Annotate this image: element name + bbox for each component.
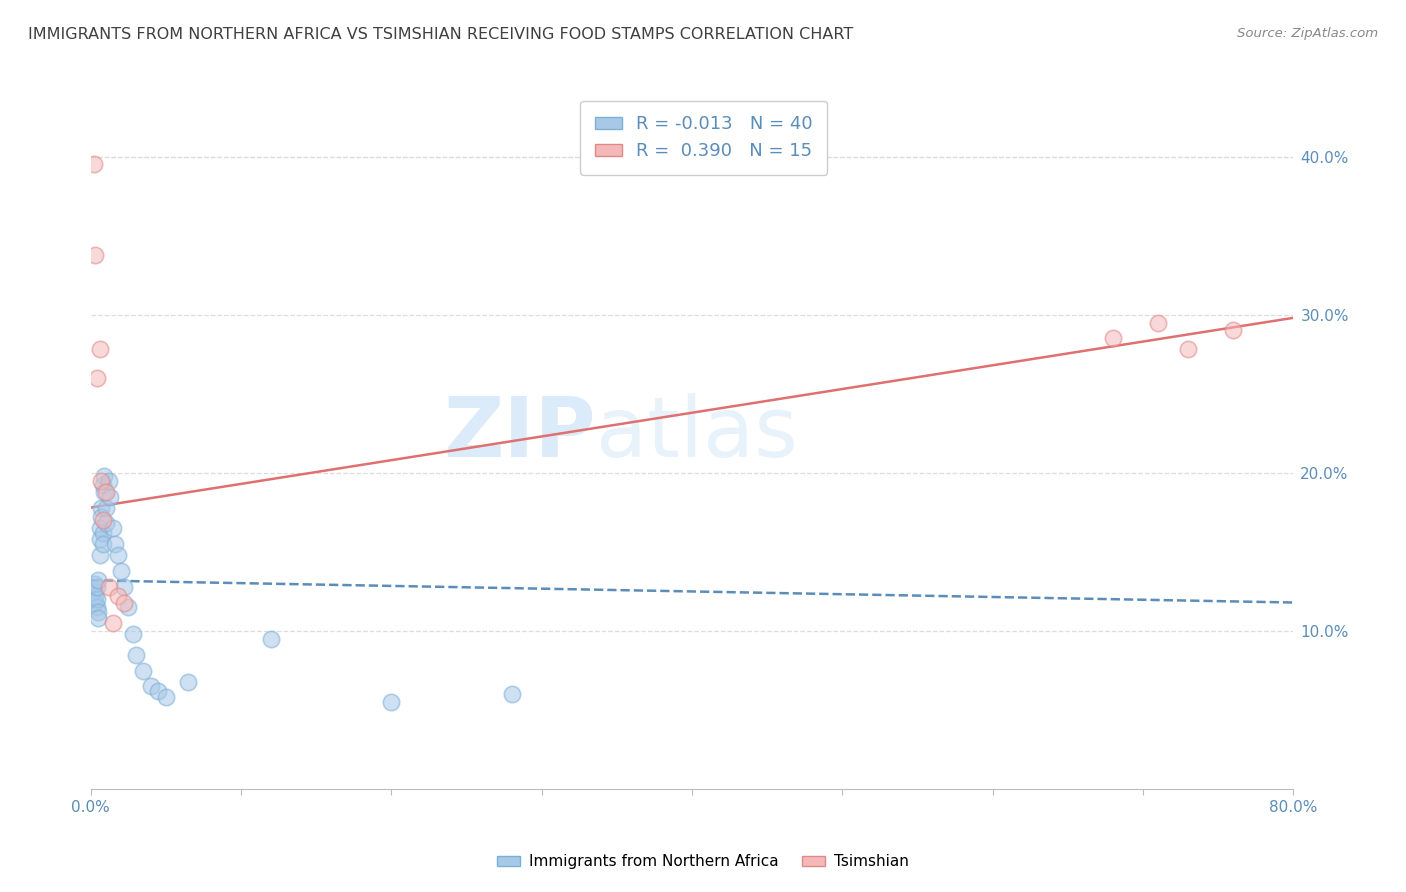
Point	[132, 664, 155, 678]
Point	[94, 500, 117, 515]
Point	[83, 157, 105, 171]
Text: IMMIGRANTS FROM NORTHERN AFRICA VS TSIMSHIAN RECEIVING FOOD STAMPS CORRELATION C: IMMIGRANTS FROM NORTHERN AFRICA VS TSIMS…	[28, 27, 853, 42]
Point	[1177, 343, 1199, 357]
Point	[101, 521, 124, 535]
Legend: Immigrants from Northern Africa, Tsimshian: Immigrants from Northern Africa, Tsimshi…	[491, 848, 915, 875]
Point	[125, 648, 148, 662]
Point	[86, 580, 108, 594]
Text: Source: ZipAtlas.com: Source: ZipAtlas.com	[1237, 27, 1378, 40]
Point	[89, 533, 111, 547]
Point	[121, 627, 143, 641]
Point	[177, 674, 200, 689]
Point	[1147, 316, 1170, 330]
Point	[139, 679, 162, 693]
Point	[89, 343, 111, 357]
Point	[97, 474, 120, 488]
Point	[89, 521, 111, 535]
Point	[87, 611, 110, 625]
Point	[87, 605, 110, 619]
Point	[101, 616, 124, 631]
Point	[84, 589, 107, 603]
Point	[1222, 324, 1244, 338]
Point	[84, 595, 107, 609]
Point	[90, 510, 112, 524]
Point	[91, 537, 114, 551]
Point	[107, 589, 129, 603]
Point	[91, 478, 114, 492]
Point	[117, 600, 139, 615]
Point	[110, 564, 132, 578]
Point	[112, 595, 135, 609]
Point	[86, 371, 108, 385]
Point	[93, 484, 115, 499]
Point	[83, 584, 105, 599]
Point	[380, 695, 402, 709]
Point	[148, 684, 170, 698]
Point	[87, 574, 110, 588]
Point	[104, 537, 127, 551]
Point	[91, 525, 114, 540]
Point	[86, 592, 108, 607]
Point	[112, 580, 135, 594]
Text: ZIP: ZIP	[443, 392, 596, 474]
Point	[94, 516, 117, 531]
Point	[94, 484, 117, 499]
Point	[89, 548, 111, 562]
Point	[107, 548, 129, 562]
Point	[90, 500, 112, 515]
Point	[90, 474, 112, 488]
Point	[84, 247, 107, 261]
Point	[97, 580, 120, 594]
Point	[98, 490, 121, 504]
Point	[91, 513, 114, 527]
Point	[84, 576, 107, 591]
Point	[1102, 331, 1125, 345]
Point	[86, 600, 108, 615]
Point	[93, 469, 115, 483]
Legend: R = -0.013   N = 40, R =  0.390   N = 15: R = -0.013 N = 40, R = 0.390 N = 15	[581, 101, 827, 175]
Point	[155, 690, 177, 705]
Point	[260, 632, 283, 646]
Text: atlas: atlas	[596, 392, 797, 474]
Point	[501, 687, 523, 701]
